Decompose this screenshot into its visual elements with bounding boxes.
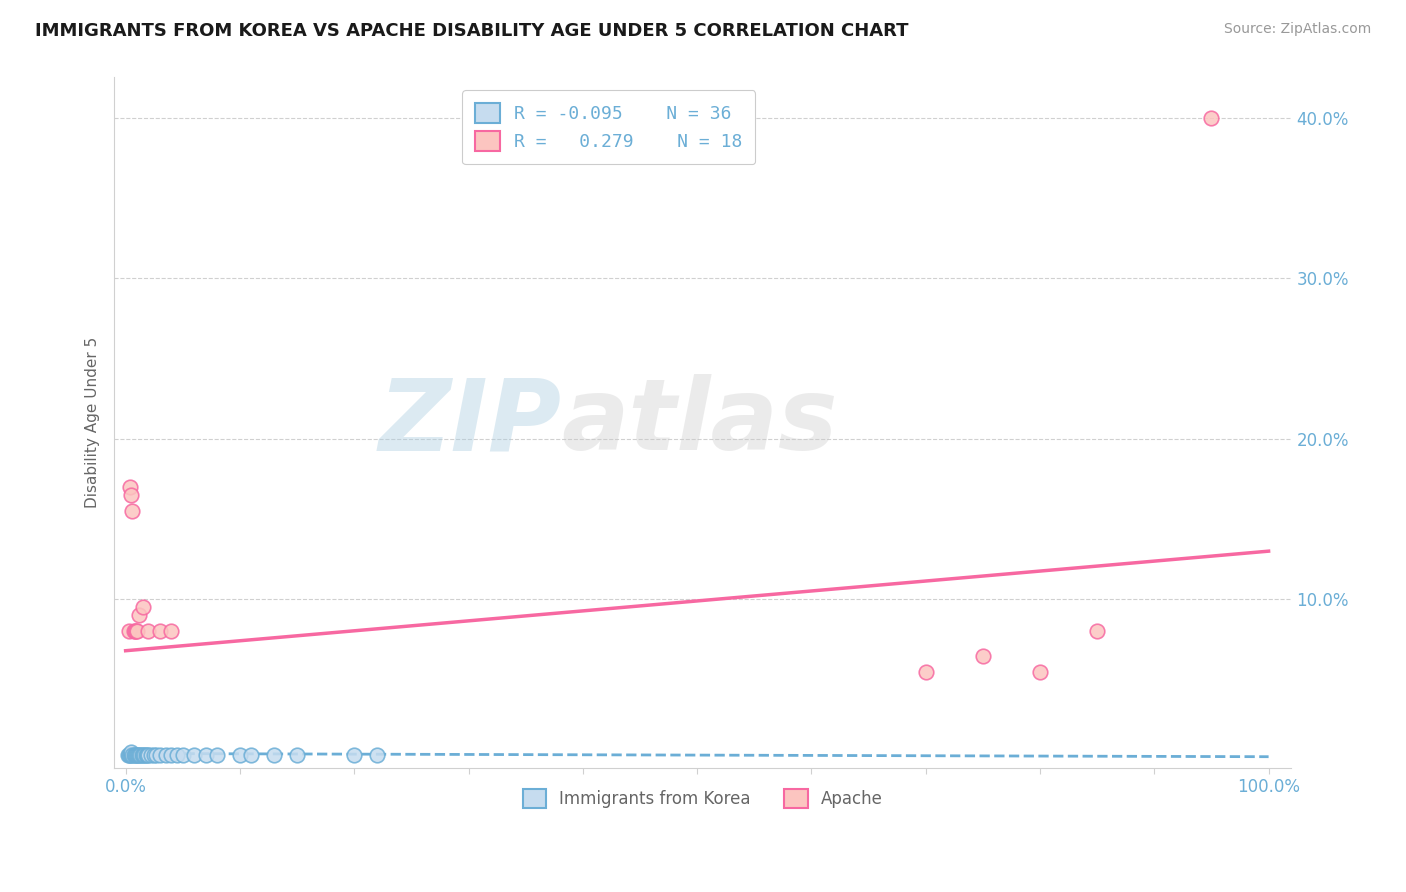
Point	[139, 748, 162, 763]
Point	[118, 624, 141, 639]
Point	[125, 624, 148, 639]
Point	[129, 748, 152, 763]
Point	[160, 624, 183, 639]
Point	[138, 748, 160, 763]
Point	[972, 648, 994, 663]
Point	[1201, 111, 1223, 125]
Point	[131, 748, 153, 763]
Point	[120, 748, 142, 763]
Point	[155, 748, 177, 763]
Point	[117, 748, 139, 763]
Point	[145, 748, 167, 763]
Text: ZIP: ZIP	[378, 374, 561, 471]
Point	[128, 608, 150, 623]
Legend: Immigrants from Korea, Apache: Immigrants from Korea, Apache	[516, 782, 890, 815]
Point	[124, 748, 146, 763]
Point	[205, 748, 228, 763]
Point	[160, 748, 183, 763]
Text: atlas: atlas	[561, 374, 838, 471]
Point	[183, 748, 205, 763]
Point	[1085, 624, 1108, 639]
Point	[125, 748, 148, 763]
Point	[285, 748, 308, 763]
Point	[124, 624, 146, 639]
Point	[149, 748, 172, 763]
Point	[120, 488, 142, 502]
Point	[914, 665, 936, 679]
Point	[366, 748, 388, 763]
Point	[194, 748, 217, 763]
Point	[229, 748, 252, 763]
Point	[120, 745, 142, 759]
Point	[125, 624, 148, 639]
Point	[240, 748, 263, 763]
Point	[1029, 665, 1052, 679]
Point	[143, 748, 166, 763]
Point	[138, 624, 160, 639]
Point	[343, 748, 366, 763]
Point	[118, 748, 141, 763]
Point	[120, 748, 142, 763]
Point	[128, 748, 150, 763]
Point	[166, 748, 188, 763]
Point	[120, 480, 142, 494]
Point	[122, 748, 145, 763]
Point	[132, 600, 155, 615]
Point	[127, 748, 149, 763]
Point	[136, 748, 159, 763]
Point	[135, 748, 157, 763]
Text: Source: ZipAtlas.com: Source: ZipAtlas.com	[1223, 22, 1371, 37]
Y-axis label: Disability Age Under 5: Disability Age Under 5	[86, 337, 100, 508]
Point	[132, 748, 155, 763]
Point	[172, 748, 194, 763]
Point	[263, 748, 285, 763]
Point	[132, 748, 155, 763]
Point	[121, 748, 143, 763]
Point	[125, 748, 148, 763]
Point	[121, 504, 143, 518]
Text: IMMIGRANTS FROM KOREA VS APACHE DISABILITY AGE UNDER 5 CORRELATION CHART: IMMIGRANTS FROM KOREA VS APACHE DISABILI…	[35, 22, 908, 40]
Point	[149, 624, 172, 639]
Point	[122, 624, 145, 639]
